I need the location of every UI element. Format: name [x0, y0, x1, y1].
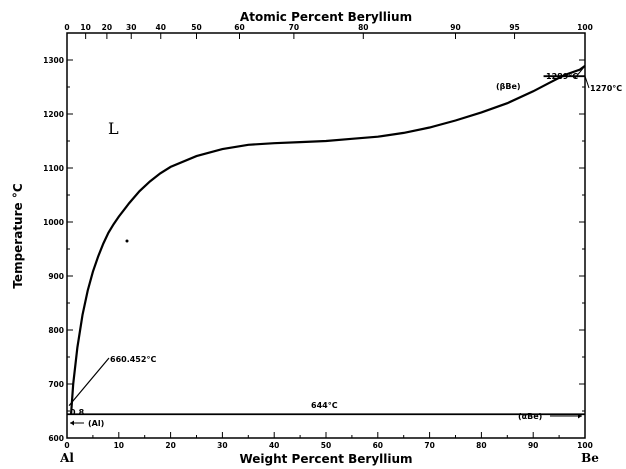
- x-tick-label: 0: [64, 441, 69, 450]
- be-end-label: Be: [581, 451, 599, 465]
- phase-liquid-label: L: [108, 119, 119, 138]
- top-tick-label: 60: [234, 23, 244, 32]
- stray-dot: [125, 239, 129, 243]
- top-tick-label: 100: [577, 23, 593, 32]
- y-axis-title: Temperature °C: [11, 183, 25, 288]
- y-axis-ticks: 600 700 800 900 1000 1100 1200 1300: [43, 56, 585, 443]
- al-region-arrowhead: [70, 420, 74, 426]
- top-tick-label: 90: [450, 23, 460, 32]
- al-melting-leader: [68, 357, 110, 406]
- top-tick-label: 10: [80, 23, 90, 32]
- top-axis-ticks: 0 10 20 30 40 50 60 70 80 90 95 100: [64, 23, 593, 39]
- phase-alpha-be-label: (αBe): [518, 412, 542, 421]
- y-tick-label: 1200: [43, 110, 64, 119]
- phase-al-label: (Al): [88, 419, 104, 428]
- x-tick-label: 100: [577, 441, 593, 450]
- al-end-label: Al: [59, 451, 74, 465]
- phase-beta-be-label: (βBe): [496, 82, 521, 91]
- liquidus-curve: [70, 65, 586, 414]
- x-tick-label: 20: [165, 441, 175, 450]
- top-axis-title: Atomic Percent Beryllium: [240, 10, 412, 24]
- be-melting-label: 1289°C: [546, 72, 578, 81]
- y-tick-label: 1100: [43, 164, 64, 173]
- eutectic-comp-label: 0.8: [70, 408, 85, 417]
- top-tick-label: 20: [102, 23, 112, 32]
- x-tick-label: 40: [269, 441, 279, 450]
- x-axis-title: Weight Percent Beryllium: [239, 452, 412, 466]
- eutectic-temp-label: 644°C: [311, 401, 338, 410]
- top-tick-label: 50: [191, 23, 201, 32]
- top-tick-label: 80: [358, 23, 368, 32]
- y-tick-label: 700: [48, 380, 64, 389]
- x-tick-label: 10: [114, 441, 124, 450]
- y-tick-label: 600: [48, 434, 64, 443]
- x-tick-label: 60: [373, 441, 383, 450]
- top-tick-label: 70: [289, 23, 299, 32]
- y-tick-label: 1300: [43, 56, 64, 65]
- top-tick-label: 95: [509, 23, 519, 32]
- x-tick-label: 90: [528, 441, 538, 450]
- y-tick-label: 900: [48, 272, 64, 281]
- x-tick-label: 50: [321, 441, 331, 450]
- abe-region-arrowhead: [578, 413, 582, 419]
- top-tick-label: 0: [64, 23, 69, 32]
- y-tick-label: 800: [48, 326, 64, 335]
- x-tick-label: 70: [424, 441, 434, 450]
- x-axis-ticks: 0 10 20 30 40 50 60 70 80 90 100: [64, 432, 593, 450]
- be-transition-leader: [584, 76, 590, 89]
- al-melting-label: 660.452°C: [110, 355, 156, 364]
- top-tick-label: 40: [156, 23, 166, 32]
- be-melting-leader: [574, 65, 586, 79]
- x-tick-label: 30: [217, 441, 227, 450]
- y-tick-label: 1000: [43, 218, 64, 227]
- plot-frame: [66, 32, 586, 439]
- top-tick-label: 30: [126, 23, 136, 32]
- be-transition-label: 1270°C: [590, 84, 622, 93]
- x-tick-label: 80: [476, 441, 486, 450]
